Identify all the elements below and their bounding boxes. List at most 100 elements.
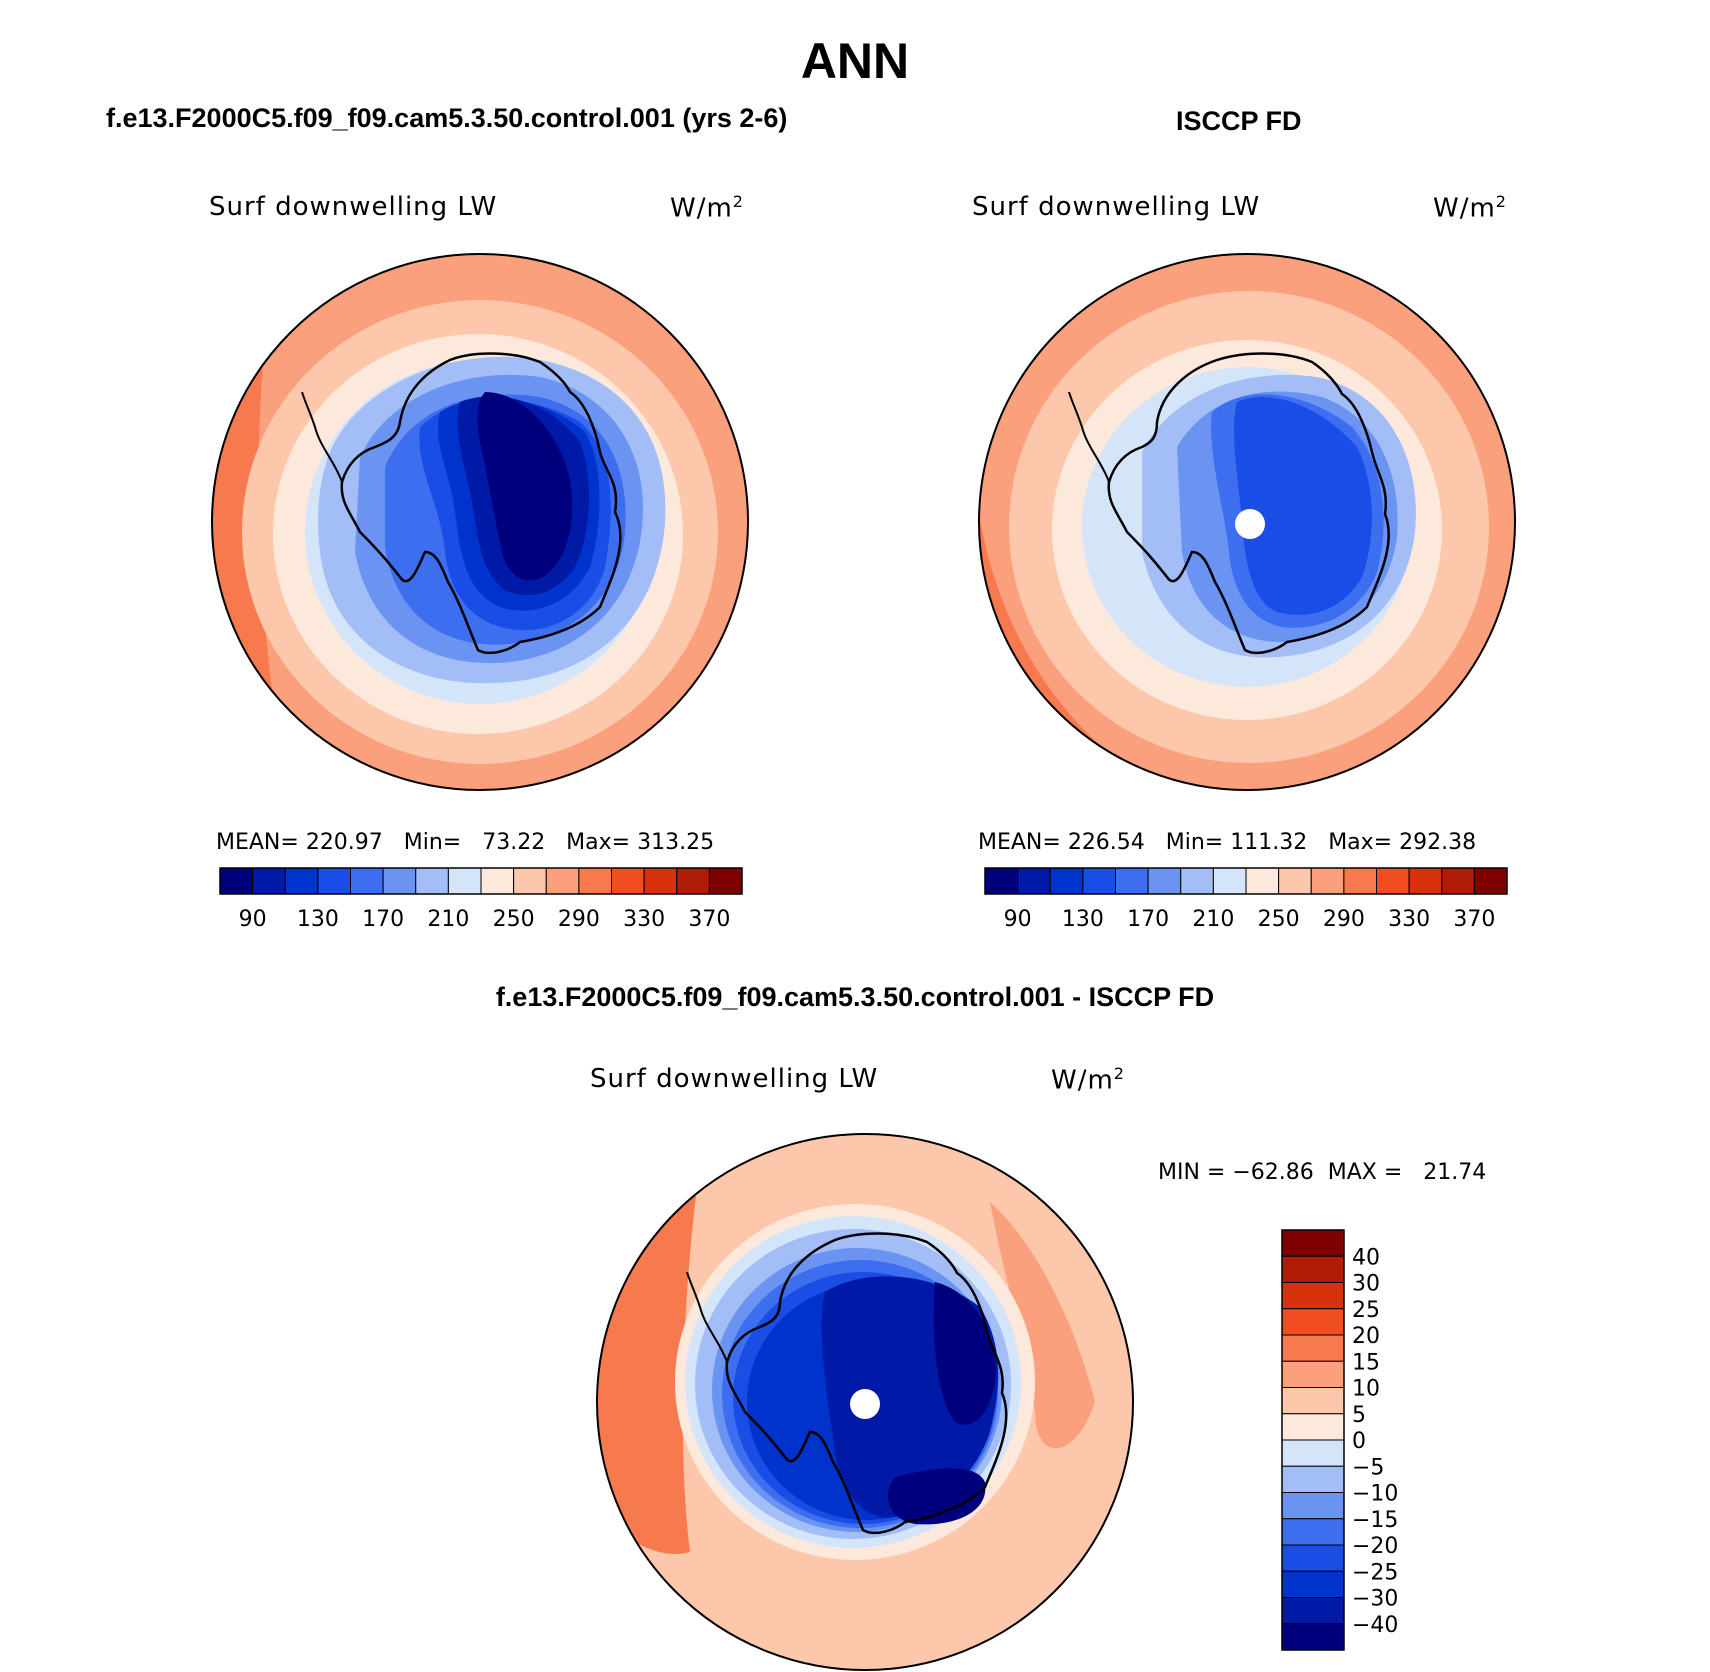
map-band-150 <box>1233 397 1372 615</box>
colorbar-swatch <box>1281 1597 1345 1625</box>
colorbar-swatch <box>1049 867 1084 895</box>
colorbar-swatch <box>1281 1413 1345 1441</box>
missing-data-pole <box>1235 509 1265 539</box>
figure-title: ANN <box>800 33 910 89</box>
colorbar-swatch <box>350 867 384 895</box>
antarctica-coastline <box>340 352 622 655</box>
colorbar-swatch <box>1281 1229 1345 1257</box>
colorbar-swatch <box>1281 1623 1345 1651</box>
colorbar-swatch <box>1245 867 1280 895</box>
colorbar-tick-label: 290 <box>1323 907 1365 932</box>
colorbar-swatch <box>1281 1334 1345 1362</box>
colorbar-swatch <box>676 867 710 895</box>
colorbar-swatch <box>984 867 1019 895</box>
antarctica-coastline <box>725 1232 1008 1535</box>
colorbar-swatch <box>284 867 319 895</box>
colorbar-tick-label: 90 <box>1004 907 1032 932</box>
colorbar-swatch <box>1343 867 1377 895</box>
colorbar-tick-label: 20 <box>1352 1324 1380 1349</box>
colorbar-swatch <box>1147 867 1182 895</box>
colorbar-tick-label: 210 <box>427 907 469 932</box>
colorbar-tick-label: 5 <box>1352 1403 1366 1428</box>
diff-variable-label: Surf downwelling LW <box>590 1064 879 1094</box>
colorbar-tick-label: 170 <box>1127 907 1169 932</box>
colorbar-swatch <box>578 867 612 895</box>
model-units-label: W/m2 <box>670 192 744 224</box>
obs-variable-label: Surf downwelling LW <box>972 192 1261 222</box>
colorbar-tick-label: 370 <box>688 907 730 932</box>
diff-polar-map <box>596 1133 1134 1671</box>
colorbar-tick-label: −10 <box>1352 1482 1398 1507</box>
colorbar-swatch <box>1376 867 1410 895</box>
missing-data-pole <box>850 1389 880 1419</box>
colorbar-swatch <box>1180 867 1214 895</box>
colorbar-tick-label: 330 <box>1388 907 1430 932</box>
diff-stats: MIN = −62.86 MAX = 21.74 <box>1158 1160 1487 1185</box>
colorbar-swatch <box>1281 1465 1345 1493</box>
colorbar-swatch <box>1281 1544 1345 1572</box>
colorbar-tick-label: 130 <box>1062 907 1104 932</box>
peninsula-coastline <box>686 1271 728 1363</box>
colorbar-tick-label: 210 <box>1192 907 1234 932</box>
colorbar-swatch <box>1441 867 1475 895</box>
map-boundary <box>978 253 1516 791</box>
obs-title: ISCCP FD <box>1176 106 1302 136</box>
colorbar-swatch <box>1281 1492 1345 1520</box>
map-band-10-15-east <box>990 1202 1095 1449</box>
obs-units-label: W/m2 <box>1433 192 1507 224</box>
colorbar-swatch <box>447 867 482 895</box>
colorbar-swatch <box>1281 1387 1345 1415</box>
map-band-90 <box>477 392 573 581</box>
colorbar-tick-label: 290 <box>558 907 600 932</box>
model-polar-map <box>211 253 749 791</box>
peninsula-coastline <box>1068 391 1110 483</box>
peninsula-coastline <box>301 391 343 483</box>
colorbar-frame <box>984 867 1508 895</box>
model-colorbar: 90 130 170 210 250 290 330 370 <box>219 867 743 932</box>
colorbar-tick-label: 15 <box>1352 1350 1380 1375</box>
colorbar-tick-label: 170 <box>362 907 404 932</box>
colorbar-swatch <box>1281 1518 1345 1546</box>
colorbar-swatch <box>545 867 580 895</box>
colorbar-tick-label: 250 <box>1258 907 1300 932</box>
colorbar-swatch <box>480 867 515 895</box>
obs-colorbar: 90 130 170 210 250 290 330 370 <box>984 867 1508 932</box>
colorbar-tick-label: 330 <box>623 907 665 932</box>
colorbar-swatch <box>1473 867 1508 895</box>
model-stats: MEAN= 220.97 Min= 73.22 Max= 313.25 <box>216 830 715 855</box>
colorbar-tick-label: 10 <box>1352 1377 1380 1402</box>
colorbar-swatch <box>382 867 417 895</box>
colorbar-swatch <box>219 867 254 895</box>
map-boundary <box>211 253 749 791</box>
colorbar-swatch <box>1408 867 1443 895</box>
colorbar-swatch <box>252 867 286 895</box>
colorbar-swatch <box>1281 1360 1345 1388</box>
colorbar-swatch <box>643 867 678 895</box>
colorbar-tick-label: 40 <box>1352 1245 1380 1270</box>
colorbar-swatch <box>317 867 351 895</box>
colorbar-swatch <box>513 867 547 895</box>
colorbar-swatch <box>611 867 645 895</box>
colorbar-swatch <box>1281 1439 1345 1467</box>
model-variable-label: Surf downwelling LW <box>209 192 498 222</box>
colorbar-tick-label: −15 <box>1352 1508 1398 1533</box>
colorbar-swatch <box>1278 867 1312 895</box>
obs-stats: MEAN= 226.54 Min= 111.32 Max= 292.38 <box>978 830 1477 855</box>
obs-polar-map <box>978 253 1516 791</box>
colorbar-swatch <box>1017 867 1051 895</box>
antarctica-coastline <box>1107 352 1390 655</box>
colorbar-tick-label: 30 <box>1352 1272 1380 1297</box>
colorbar-swatch <box>1281 1255 1345 1283</box>
colorbar-swatch <box>1281 1282 1345 1310</box>
colorbar-swatch <box>1281 1308 1345 1336</box>
colorbar-swatch <box>1281 1570 1345 1598</box>
colorbar-frame <box>219 867 743 895</box>
map-band-below-neg40-east <box>933 1282 996 1425</box>
map-band-below-neg40-south <box>887 1468 986 1525</box>
colorbar-tick-label: −30 <box>1352 1587 1398 1612</box>
diff-units-label: W/m2 <box>1051 1064 1125 1096</box>
model-case-title: f.e13.F2000C5.f09_f09.cam5.3.50.control.… <box>106 103 788 133</box>
colorbar-swatch <box>708 867 743 895</box>
colorbar-tick-label: 370 <box>1453 907 1495 932</box>
